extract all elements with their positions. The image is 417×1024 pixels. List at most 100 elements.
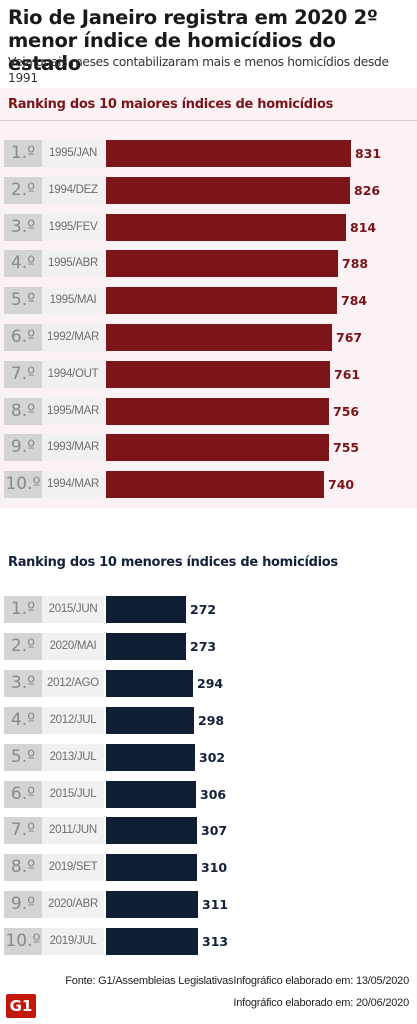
period-label: 2013/JUL: [42, 743, 104, 771]
value-label: 826: [354, 182, 381, 198]
bar: [106, 817, 197, 845]
period-label: 2012/JUL: [42, 706, 104, 734]
rank-label: 4.º: [4, 706, 42, 734]
value-label: 294: [197, 675, 224, 691]
rank-label: 2.º: [4, 176, 42, 204]
bar: [106, 669, 193, 697]
divider: [0, 120, 417, 121]
rank-label: 10.º: [4, 471, 42, 499]
period-label: 1995/ABR: [42, 250, 104, 278]
ranking-row: 7.º 1994/OUT 761: [0, 360, 417, 388]
bar: [106, 360, 330, 388]
rank-label: 9.º: [4, 434, 42, 462]
value-label: 831: [355, 146, 382, 161]
bar: [106, 324, 332, 351]
rank-label: 6.º: [4, 324, 42, 351]
value-label: 307: [201, 823, 228, 839]
period-label: 2015/JUL: [42, 780, 104, 808]
ranking-row: 6.º 2015/JUL 306: [0, 780, 417, 808]
page-subtitle: Veja quais meses contabilizaram mais e m…: [8, 55, 389, 85]
period-label: 1995/MAI: [42, 287, 104, 315]
bar: [106, 287, 337, 315]
period-label: 2019/JUL: [42, 928, 104, 956]
bar: [106, 176, 350, 204]
page-title: Rio de Janeiro registra em 2020 2º menor…: [8, 6, 378, 75]
ranking-row: 5.º 2013/JUL 302: [0, 743, 417, 771]
rank-label: 7.º: [4, 360, 42, 388]
ranking-row: 10.º 2019/JUL 313: [0, 928, 417, 956]
rank-label: 9.º: [4, 891, 42, 919]
bar: [106, 928, 198, 956]
ranking-row: 1.º 2015/JUN 272: [0, 596, 417, 623]
value-label: 310: [201, 860, 228, 876]
rank-label: 8.º: [4, 854, 42, 882]
ranking-row: 3.º 2012/AGO 294: [0, 669, 417, 697]
bar: [106, 854, 197, 882]
rank-label: 2.º: [4, 632, 42, 660]
value-label: 784: [341, 293, 368, 309]
g1-logo: G1: [6, 994, 36, 1018]
rank-label: 3.º: [4, 213, 42, 241]
value-label: 272: [190, 602, 217, 617]
period-label: 1994/DEZ: [42, 176, 104, 204]
value-label: 273: [190, 638, 217, 654]
value-label: 767: [336, 330, 363, 345]
value-label: 298: [198, 712, 225, 728]
value-label: 756: [333, 403, 360, 419]
ranking-row: 6.º 1992/MAR 767: [0, 324, 417, 351]
ranking-row: 9.º 2020/ABR 311: [0, 891, 417, 919]
ranking-row: 1.º 1995/JAN 831: [0, 140, 417, 167]
period-label: 1995/JAN: [42, 140, 104, 167]
value-label: 740: [328, 477, 355, 493]
ranking-row: 4.º 2012/JUL 298: [0, 706, 417, 734]
value-label: 302: [199, 749, 226, 765]
ranking-row: 10.º 1994/MAR 740: [0, 471, 417, 499]
rank-label: 10.º: [4, 928, 42, 956]
value-label: 788: [342, 256, 369, 272]
rank-label: 6.º: [4, 780, 42, 808]
bar: [106, 397, 329, 425]
ranking-row: 4.º 1995/ABR 788: [0, 250, 417, 278]
bar: [106, 140, 351, 167]
source-note: Fonte: G1/Assembleias LegislativasInfogr…: [65, 975, 409, 987]
bar: [106, 596, 186, 623]
period-label: 2019/SET: [42, 854, 104, 882]
value-label: 311: [202, 897, 229, 913]
ranking-row: 3.º 1995/FEV 814: [0, 213, 417, 241]
bar: [106, 213, 346, 241]
bar: [106, 434, 329, 462]
period-label: 1993/MAR: [42, 434, 104, 462]
rank-label: 4.º: [4, 250, 42, 278]
rank-label: 1.º: [4, 596, 42, 623]
rank-label: 5.º: [4, 743, 42, 771]
ranking-row: 8.º 2019/SET 310: [0, 854, 417, 882]
rank-label: 3.º: [4, 669, 42, 697]
value-label: 313: [202, 934, 229, 950]
ranking-row: 8.º 1995/MAR 756: [0, 397, 417, 425]
bar: [106, 632, 186, 660]
value-label: 755: [333, 440, 360, 456]
period-label: 1994/OUT: [42, 360, 104, 388]
rank-label: 7.º: [4, 817, 42, 845]
bar: [106, 891, 198, 919]
period-label: 1994/MAR: [42, 471, 104, 499]
bar: [106, 250, 338, 278]
value-label: 761: [334, 366, 361, 382]
bar: [106, 780, 196, 808]
period-label: 2012/AGO: [42, 669, 104, 697]
top-ranking-title: Ranking dos 10 maiores índices de homicí…: [8, 97, 334, 112]
rank-label: 5.º: [4, 287, 42, 315]
rank-label: 8.º: [4, 397, 42, 425]
ranking-row: 2.º 1994/DEZ 826: [0, 176, 417, 204]
bottom-ranking-title: Ranking dos 10 menores índices de homicí…: [8, 555, 338, 570]
period-label: 2015/JUN: [42, 596, 104, 623]
period-label: 2020/MAI: [42, 632, 104, 660]
value-label: 306: [200, 786, 227, 802]
ranking-row: 5.º 1995/MAI 784: [0, 287, 417, 315]
period-label: 2020/ABR: [42, 891, 104, 919]
date-note: Infográfico elaborado em: 20/06/2020: [233, 997, 409, 1009]
period-label: 1995/MAR: [42, 397, 104, 425]
ranking-row: 7.º 2011/JUN 307: [0, 817, 417, 845]
period-label: 2011/JUN: [42, 817, 104, 845]
rank-label: 1.º: [4, 140, 42, 167]
